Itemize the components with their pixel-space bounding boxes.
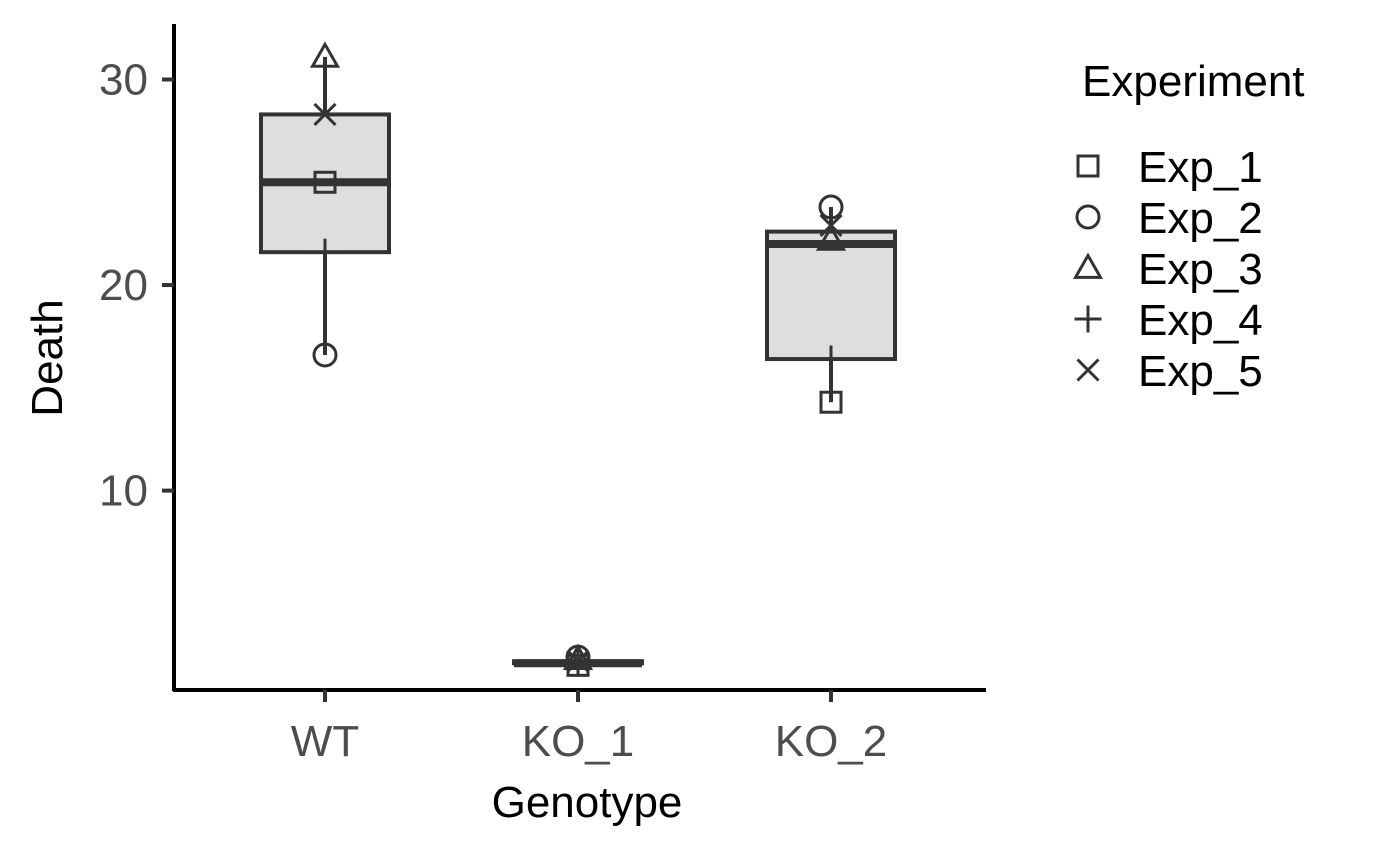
x-tick-label: KO_2 bbox=[775, 717, 888, 766]
legend-item-exp-5: Exp_5 bbox=[1076, 347, 1263, 396]
series-exp-1 bbox=[313, 170, 843, 677]
x-tick-label: WT bbox=[291, 717, 359, 766]
legend-label: Exp_1 bbox=[1138, 143, 1263, 192]
legend-label: Exp_3 bbox=[1138, 245, 1263, 294]
data-point bbox=[817, 345, 845, 373]
data-point bbox=[312, 342, 338, 368]
data-point bbox=[818, 194, 844, 220]
data-point bbox=[815, 224, 847, 251]
series-exp-5 bbox=[313, 102, 843, 673]
plus-icon bbox=[1074, 305, 1102, 333]
y-tick-label: 30 bbox=[99, 56, 148, 105]
x-tick-label: KO_1 bbox=[522, 717, 635, 766]
y-axis-title: Death bbox=[23, 299, 72, 416]
axes: 10 20 30 WT KO_1 KO_2 bbox=[99, 24, 986, 766]
circle-icon bbox=[1075, 204, 1101, 230]
x-axis-title: Genotype bbox=[492, 778, 683, 827]
legend-label: Exp_2 bbox=[1138, 194, 1263, 243]
series-exp-2 bbox=[312, 194, 844, 670]
legend-item-exp-2: Exp_2 bbox=[1075, 194, 1263, 243]
box-iqr bbox=[765, 229, 897, 362]
data-point bbox=[313, 170, 337, 194]
cross-icon bbox=[1076, 358, 1100, 382]
legend-label: Exp_5 bbox=[1138, 347, 1263, 396]
y-tick-label: 20 bbox=[99, 261, 148, 310]
y-tick-label: 10 bbox=[99, 467, 148, 516]
plot-area bbox=[259, 41, 897, 677]
data-point bbox=[819, 390, 843, 414]
series-exp-3 bbox=[309, 41, 847, 671]
legend-title: Experiment bbox=[1082, 57, 1305, 106]
legend-item-exp-1: Exp_1 bbox=[1076, 143, 1263, 192]
data-point bbox=[311, 238, 339, 266]
triangle-icon bbox=[1072, 252, 1104, 279]
data-point bbox=[819, 213, 843, 238]
legend-item-exp-4: Exp_4 bbox=[1074, 296, 1263, 345]
data-point bbox=[309, 41, 341, 68]
box-ko-2 bbox=[765, 206, 897, 403]
series-exp-4 bbox=[311, 238, 845, 677]
data-point bbox=[313, 102, 337, 127]
legend-label: Exp_4 bbox=[1138, 296, 1263, 345]
data-point bbox=[566, 649, 590, 673]
legend-item-exp-3: Exp_3 bbox=[1072, 245, 1263, 294]
box-wt bbox=[259, 56, 391, 355]
square-icon bbox=[1076, 154, 1100, 178]
